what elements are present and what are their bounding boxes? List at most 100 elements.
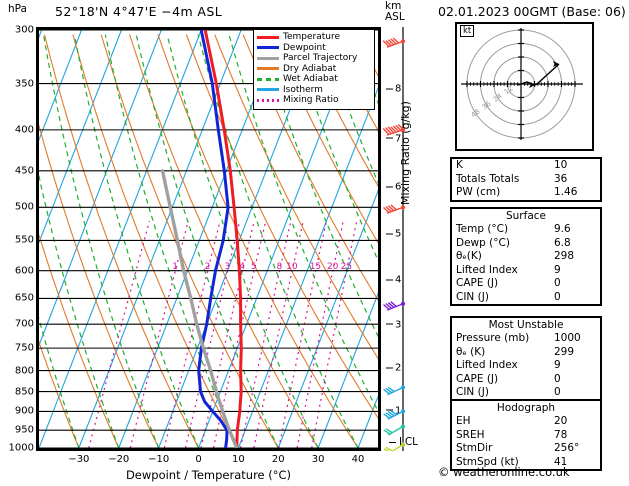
row-value: 20 <box>554 415 568 427</box>
pressure-tick-label: 450 <box>14 165 34 177</box>
legend-label: Wet Adiabat <box>283 74 338 85</box>
wind-barb-column <box>382 27 406 451</box>
hodograph-arrow-head <box>529 82 535 88</box>
row-value: 36 <box>554 172 568 185</box>
legend-label: Isotherm <box>283 84 323 95</box>
hodograph[interactable]: kt 12 24 36 48 <box>455 22 594 151</box>
row-label: SREH <box>456 428 485 441</box>
table-row: θₑ(K) 298 <box>452 250 600 264</box>
row-value: 299 <box>554 345 575 358</box>
wind-barb <box>383 424 406 436</box>
table-row: CIN (J) 0 <box>452 386 600 400</box>
x-axis-label: Dewpoint / Temperature (°C) <box>125 468 292 482</box>
height-tick-label: 1 <box>386 405 401 416</box>
mixing-ratio-label: 15 <box>310 262 321 272</box>
pressure-tick-label: 500 <box>14 201 34 213</box>
table-hodograph-stats: Hodograph EH 20 SREH 78 StmDir 256° StmSpd (kt)… <box>450 399 602 471</box>
temperature-tick-label: −10 <box>148 454 170 465</box>
legend-item-mixing-ratio: Mixing Ratio <box>257 95 371 106</box>
table-title: Hodograph <box>496 402 556 414</box>
table-row: PW (cm) 1.46 <box>452 186 600 200</box>
mixing-ratio-label: 4 <box>239 262 245 272</box>
row-value: 9 <box>554 359 561 371</box>
legend-item-isotherm: Isotherm <box>257 85 371 96</box>
legend-item-temperature: Temperature <box>257 32 371 43</box>
table-row: CAPE (J) 0 <box>452 373 600 387</box>
height-unit-line1: km <box>385 0 402 12</box>
temperature-tick-label: 0 <box>195 454 202 465</box>
row-value: 256° <box>554 442 580 454</box>
profile-temperature <box>203 30 243 448</box>
row-value: 41 <box>554 455 568 468</box>
table-row: CIN (J) 0 <box>452 291 600 305</box>
pressure-axis: 300 350 400 450 500 550 600 650 700 750 800 850 900 9… <box>0 25 34 454</box>
row-label: Lifted Index <box>456 263 518 276</box>
table-row: Dewp (°C) 6.8 <box>452 237 600 251</box>
temperature-tick-label: −20 <box>108 454 130 465</box>
height-tick-label: 3 <box>386 319 401 330</box>
table-row: StmDir 256° <box>452 442 600 456</box>
pressure-tick-label: 950 <box>14 424 34 436</box>
temperature-tick-label: 10 <box>232 454 245 465</box>
hodograph-trace <box>517 63 560 86</box>
row-label: K <box>456 159 463 171</box>
legend-swatch <box>257 35 279 39</box>
height-tick-label: 6 <box>386 182 401 193</box>
datetime-title: 02.01.2023 00GMT (Base: 06) <box>438 4 626 19</box>
mixing-ratio-label: 3 <box>225 262 231 272</box>
pressure-tick-label: 400 <box>14 124 34 136</box>
row-value: 0 <box>554 372 561 385</box>
legend-swatch <box>257 88 279 92</box>
row-value: 10 <box>554 159 568 171</box>
pressure-tick-label: 700 <box>14 318 34 330</box>
pressure-tick-label: 650 <box>14 292 34 304</box>
wind-barb <box>383 442 406 451</box>
hodograph-ring-label: 36 <box>481 99 493 111</box>
table-indices: K 10 Totals Totals 36 PW (cm) 1.46 <box>450 157 602 202</box>
legend-label: Mixing Ratio <box>283 95 339 106</box>
legend-label: Dry Adiabat <box>283 63 337 74</box>
hodograph-ring-label: 48 <box>470 108 482 120</box>
legend-label: Temperature <box>283 32 341 43</box>
legend-item-wet-adiabat: Wet Adiabat <box>257 74 371 85</box>
row-label: CIN (J) <box>456 386 489 398</box>
row-label: CAPE (J) <box>456 277 499 289</box>
row-label: Totals Totals <box>456 172 520 185</box>
height-axis: 8 7 6 5 4 3 2 1 <box>381 27 407 451</box>
temperature-tick-label: 40 <box>351 454 365 465</box>
hodograph-ring-label: 24 <box>492 92 504 104</box>
row-value: 0 <box>554 386 561 398</box>
table-most-unstable: Most Unstable Pressure (mb) 1000 θₑ (K) 299 L… <box>450 316 602 402</box>
table-row: SREH 78 <box>452 429 600 443</box>
table-row: CAPE (J) 0 <box>452 277 600 291</box>
row-label: θₑ (K) <box>456 345 486 358</box>
height-unit-label: km ASL <box>385 1 405 23</box>
pressure-tick-label: 550 <box>14 234 34 246</box>
pressure-tick-label: 600 <box>14 265 34 277</box>
row-label: CIN (J) <box>456 290 489 303</box>
legend-item-dewpoint: Dewpoint <box>257 43 371 54</box>
station-title: 52°18'N 4°47'E −4m ASL <box>55 4 223 19</box>
table-surface: Surface Temp (°C) 9.6 Dewp (°C) 6.8 θₑ(K) 298 L… <box>450 207 602 306</box>
copyright-label: © weatheronline.co.uk <box>438 465 570 479</box>
row-value: 298 <box>554 250 575 262</box>
height-unit-line2: ASL <box>385 11 405 23</box>
pressure-tick-label: 1000 <box>8 442 34 454</box>
hodograph-arrow-head <box>553 61 559 67</box>
row-label: EH <box>456 415 471 427</box>
wind-barb <box>383 409 406 420</box>
pressure-tick-label: 850 <box>14 386 34 398</box>
temperature-axis: −30 −20 −10 0 10 20 30 40 <box>36 452 381 470</box>
temperature-tick-label: −30 <box>68 454 90 465</box>
row-value: 0 <box>554 290 561 303</box>
hodograph-unit-label: kt <box>460 25 475 37</box>
row-label: Dewp (°C) <box>456 236 510 249</box>
table-row: StmSpd (kt) 41 <box>452 456 600 470</box>
row-label: StmDir <box>456 442 493 454</box>
table-row: Pressure (mb) 1000 <box>452 332 600 346</box>
row-label: θₑ(K) <box>456 250 482 262</box>
table-row: K 10 <box>452 159 600 173</box>
row-label: StmSpd (kt) <box>456 455 519 468</box>
row-label: Pressure (mb) <box>456 332 530 344</box>
